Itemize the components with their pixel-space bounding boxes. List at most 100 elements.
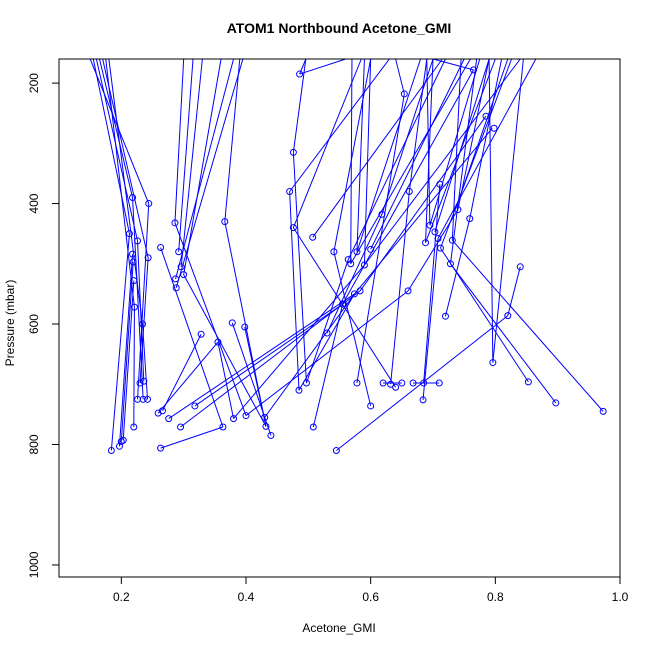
data-point [228, 319, 236, 327]
data-point [130, 423, 138, 431]
y-tick-label: 600 [27, 314, 41, 334]
series-line-segment [180, 58, 203, 267]
data-point [470, 66, 478, 74]
data-point [404, 287, 412, 295]
data-point [400, 90, 408, 98]
data-point [177, 263, 185, 271]
series-line-segment [231, 322, 272, 436]
data-point [214, 338, 222, 346]
data-point [367, 245, 375, 253]
series-line-segment [292, 58, 362, 228]
series-line-segment [440, 58, 513, 249]
data-point [197, 330, 205, 338]
data-point [154, 409, 162, 417]
data-point [241, 323, 249, 331]
series-line-segment [174, 222, 247, 416]
data-point [115, 442, 123, 450]
series-line-segment [429, 58, 481, 226]
series-line-segment [423, 184, 441, 384]
y-tick-label: 200 [27, 73, 41, 93]
series-line-segment [469, 58, 503, 219]
series-line-segment [137, 203, 150, 400]
x-tick-label: 0.2 [113, 590, 130, 604]
series-line-segment [364, 58, 521, 266]
data-point [267, 431, 275, 439]
series-line-segment [407, 209, 459, 292]
y-axis-label: Pressure (mbar) [3, 280, 17, 367]
data-point [409, 379, 417, 387]
x-axis: 0.2 0.4 0.6 0.8 1.0 [113, 576, 629, 604]
data-point [332, 447, 340, 455]
series-line-segment [507, 266, 521, 316]
series-line-segment [174, 58, 185, 223]
series-line-segment [326, 214, 383, 334]
data-point [129, 250, 137, 258]
data-point [378, 210, 386, 218]
data-point [286, 188, 294, 196]
series-line-segment [162, 334, 202, 411]
data-point [175, 248, 183, 256]
series-line-segment [244, 326, 267, 427]
series-line-segment [157, 341, 219, 414]
series-line-segment [425, 58, 434, 243]
series-line-segment [175, 58, 235, 279]
series-line-segment [110, 233, 130, 451]
series-line-segment [450, 263, 557, 404]
data-point [431, 228, 439, 236]
series-line-segment [359, 115, 487, 292]
data-point [262, 422, 270, 430]
series-line-segment [432, 58, 474, 71]
data-point [191, 402, 199, 410]
series-line-segment [408, 58, 428, 192]
data-point [466, 215, 474, 223]
y-axis: 200 400 600 800 1000 [27, 73, 60, 578]
series-line-segment [133, 307, 135, 428]
data-point [261, 413, 269, 421]
series-lines [89, 58, 604, 451]
data-point [144, 395, 152, 403]
data-point [367, 402, 375, 410]
data-point [405, 188, 413, 196]
data-point [490, 124, 498, 132]
series-line-segment [289, 191, 300, 391]
data-point [446, 260, 454, 268]
x-tick-label: 0.8 [487, 590, 504, 604]
series-line-segment [289, 58, 390, 192]
data-point [157, 444, 165, 452]
series-line-segment [178, 58, 194, 252]
series-line-segment [312, 304, 344, 428]
data-point [177, 423, 185, 431]
data-point [420, 379, 428, 387]
data-point [339, 300, 347, 308]
series-line-segment [175, 58, 244, 289]
y-tick-label: 1000 [27, 551, 41, 578]
series-line-segment [350, 58, 471, 265]
data-point [350, 290, 358, 298]
data-point [392, 383, 400, 391]
x-tick-label: 1.0 [612, 590, 629, 604]
data-point [356, 287, 364, 295]
data-point [426, 221, 434, 229]
series-line-segment [160, 426, 224, 449]
series-line-segment [183, 58, 222, 275]
series-line-segment [454, 58, 509, 210]
series-line-segment [137, 240, 145, 382]
series-line-segment [390, 191, 410, 385]
chart-title: ATOM1 Northbound Acetone_GMI [227, 20, 452, 36]
data-point [172, 275, 180, 283]
series-line-segment [305, 259, 349, 384]
data-point [130, 303, 138, 311]
series-line-segment [180, 290, 361, 428]
data-point [524, 378, 532, 386]
data-point [296, 70, 304, 78]
data-point [323, 329, 331, 337]
data-point [180, 271, 188, 279]
y-tick-label: 400 [27, 193, 41, 213]
series-line-segment [118, 254, 134, 447]
series-line-segment [132, 197, 144, 400]
series-line-segment [356, 58, 365, 252]
data-point [482, 112, 490, 120]
series-line-segment [347, 58, 446, 260]
data-point [516, 263, 524, 271]
data-point [387, 380, 395, 388]
